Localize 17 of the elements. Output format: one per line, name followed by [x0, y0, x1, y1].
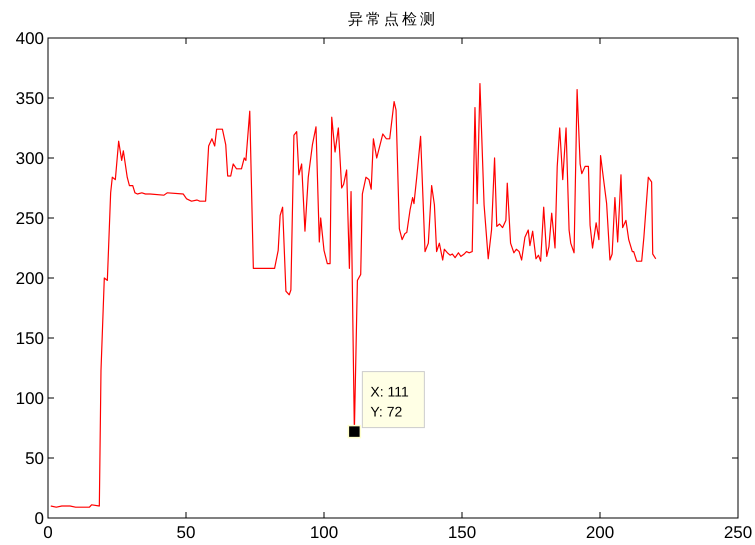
y-tick-label: 250: [16, 209, 44, 228]
y-tick-label: 350: [16, 89, 44, 108]
y-tick-label: 200: [16, 269, 44, 288]
y-tick-label: 0: [34, 509, 44, 528]
x-tick-label: 150: [448, 523, 476, 542]
y-tick-label: 100: [16, 389, 44, 408]
y-tick-label: 50: [25, 449, 44, 468]
x-tick-label: 50: [176, 523, 196, 542]
annotation: X: 111 Y: 72: [370, 384, 409, 420]
x-tick-label: 200: [586, 523, 614, 542]
x-tick-label: 250: [724, 523, 752, 542]
y-tick-label: 300: [16, 149, 44, 168]
annotation: X: 111 Y: 72: [348, 371, 425, 438]
y-tick-label: 400: [16, 29, 44, 48]
chart-title: 异常点检测: [348, 10, 438, 28]
x-tick-label: 100: [310, 523, 338, 542]
y-tick-label: 150: [16, 329, 44, 348]
